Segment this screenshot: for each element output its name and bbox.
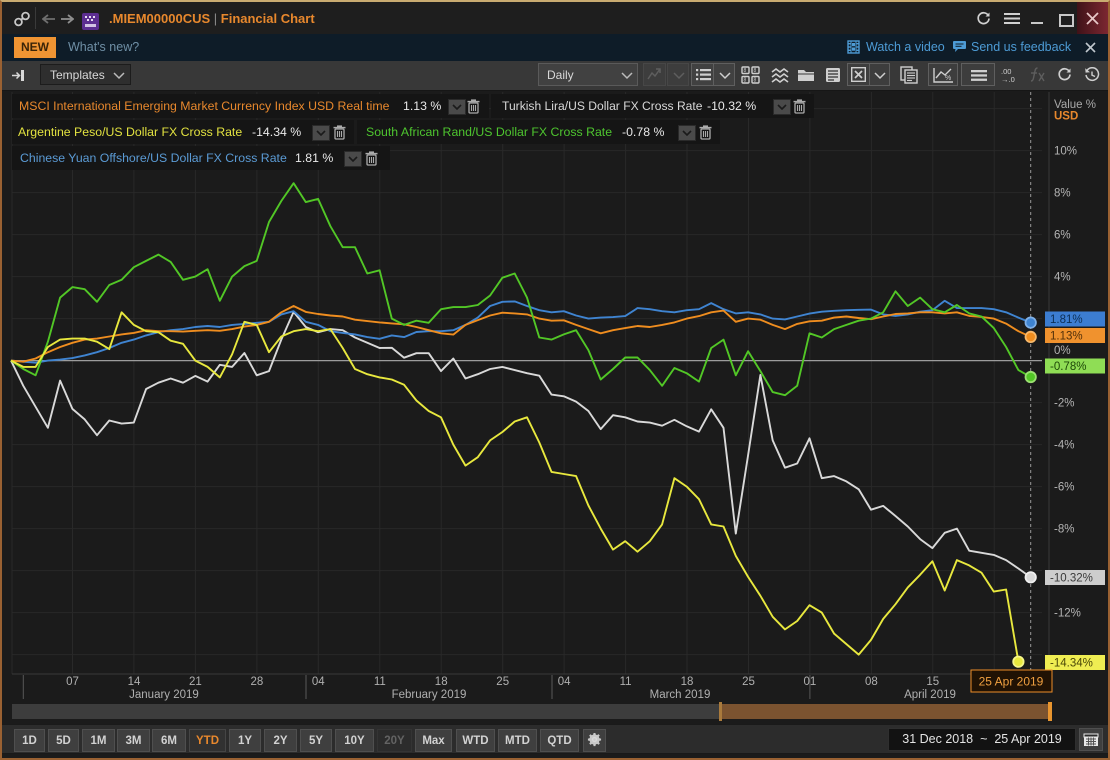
svg-text:0%: 0% bbox=[1054, 345, 1071, 357]
svg-text:1.81%: 1.81% bbox=[1050, 314, 1083, 326]
svg-text:-8%: -8% bbox=[1054, 524, 1074, 536]
svg-text:→.0: →.0 bbox=[1001, 75, 1015, 83]
svg-text:04: 04 bbox=[312, 676, 325, 688]
svg-text:.00: .00 bbox=[1001, 67, 1011, 76]
svg-text:8: 8 bbox=[744, 78, 747, 84]
svg-text:April 2019: April 2019 bbox=[904, 689, 956, 701]
svg-text:25: 25 bbox=[742, 676, 755, 688]
svg-text:01: 01 bbox=[804, 676, 817, 688]
svg-text:28: 28 bbox=[251, 676, 264, 688]
svg-text:-6%: -6% bbox=[1054, 482, 1074, 494]
svg-text:25: 25 bbox=[496, 676, 509, 688]
svg-text:January 2019: January 2019 bbox=[129, 689, 199, 701]
svg-text:-2%: -2% bbox=[1054, 398, 1074, 410]
svg-text:07: 07 bbox=[66, 676, 79, 688]
svg-text:-0.78%: -0.78% bbox=[1050, 361, 1086, 373]
svg-text:08: 08 bbox=[865, 676, 878, 688]
svg-text:25 Apr 2019: 25 Apr 2019 bbox=[979, 675, 1044, 689]
svg-text:6%: 6% bbox=[1054, 230, 1071, 242]
svg-text:14: 14 bbox=[128, 676, 141, 688]
svg-text:%: % bbox=[945, 75, 951, 82]
svg-text:-4%: -4% bbox=[1054, 440, 1074, 452]
svg-text:March 2019: March 2019 bbox=[650, 689, 711, 701]
svg-text:February 2019: February 2019 bbox=[392, 689, 467, 701]
svg-text:-10.32%: -10.32% bbox=[1050, 573, 1093, 585]
svg-text:8: 8 bbox=[754, 68, 757, 74]
svg-text:-14.34%: -14.34% bbox=[1050, 658, 1093, 670]
svg-text:8: 8 bbox=[744, 68, 747, 74]
svg-text:-12%: -12% bbox=[1054, 608, 1081, 620]
svg-text:4%: 4% bbox=[1054, 272, 1071, 284]
svg-text:10%: 10% bbox=[1054, 146, 1077, 158]
svg-text:18: 18 bbox=[681, 676, 694, 688]
svg-text:Value %: Value % bbox=[1054, 99, 1096, 111]
svg-text:USD: USD bbox=[1054, 111, 1078, 123]
svg-text:21: 21 bbox=[189, 676, 202, 688]
svg-text:11: 11 bbox=[620, 676, 632, 688]
svg-text:04: 04 bbox=[558, 676, 571, 688]
svg-text:8: 8 bbox=[754, 78, 757, 84]
svg-text:11: 11 bbox=[374, 676, 386, 688]
svg-text:8%: 8% bbox=[1054, 188, 1071, 200]
svg-text:15: 15 bbox=[926, 676, 939, 688]
svg-text:18: 18 bbox=[435, 676, 448, 688]
svg-text:1.13%: 1.13% bbox=[1050, 331, 1083, 343]
